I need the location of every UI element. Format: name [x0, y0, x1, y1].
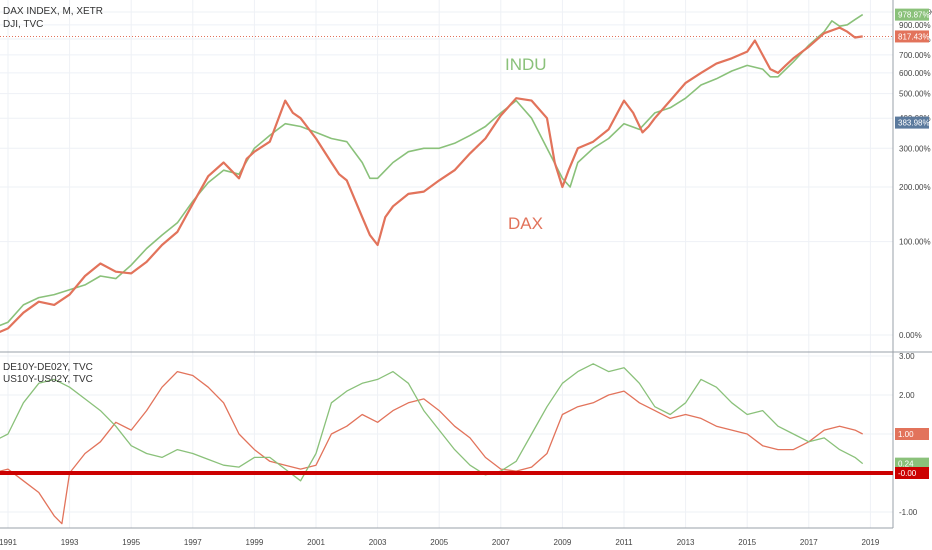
badge-us-text: 0.24: [898, 460, 914, 469]
x-tick-label: 2009: [554, 538, 572, 547]
legend-dax: DAX INDEX, M, XETR: [3, 6, 103, 17]
legend-us-spread: US10Y-US02Y, TVC: [3, 374, 93, 385]
annotation-dax: DAX: [508, 214, 543, 233]
x-tick-label: 2005: [430, 538, 448, 547]
pane-divider: [0, 0, 932, 529]
y-tick-label: 300.00%: [899, 144, 931, 153]
y-tick-label: 700.00%: [899, 51, 931, 60]
annotation-indu: INDU: [505, 55, 547, 74]
x-tick-label: 2001: [307, 538, 325, 547]
x-tick-label: 1997: [184, 538, 202, 547]
y-tick-label: 3.00: [899, 352, 915, 361]
x-tick-label: 1991: [0, 538, 17, 547]
x-tick-label: 2015: [738, 538, 756, 547]
x-tick-label: 1999: [246, 538, 264, 547]
badge-zero-text: -0.00: [898, 469, 917, 478]
badge-dax: [895, 30, 929, 43]
badge-zero: [895, 467, 929, 479]
badge-dax-text: 817.43%: [898, 32, 930, 41]
y-tick-label: 100.00%: [899, 238, 931, 247]
y-tick-label: 200.00%: [899, 183, 931, 192]
y-tick-label: 900.00%: [899, 21, 931, 30]
badge-indu: [895, 8, 929, 21]
legend-de-spread: DE10Y-DE02Y, TVC: [3, 362, 93, 373]
x-tick-label: 2003: [369, 538, 387, 547]
x-tick-label: 1995: [122, 538, 140, 547]
badge-indu-text: 978.87%: [898, 11, 930, 20]
y-tick-label: 500.00%: [899, 90, 931, 99]
series-line: [0, 370, 863, 525]
legend-dji: DJI, TVC: [3, 19, 43, 30]
y-tick-label: 0.00%: [899, 331, 922, 340]
series-line: [0, 363, 864, 482]
y-tick-label: 600.00%: [899, 69, 931, 78]
y-tick-label: 2.00: [899, 391, 915, 400]
upper-pane: [0, 13, 864, 334]
series-line: [0, 26, 863, 334]
badge-blue: [895, 116, 929, 129]
grid: [0, 0, 893, 528]
x-tick-label: 2013: [677, 538, 695, 547]
badge-de-text: 1.00: [898, 430, 914, 439]
x-tick-label: 2007: [492, 538, 510, 547]
badge-us: [895, 457, 929, 470]
y-tick-label: -1.00: [899, 508, 918, 517]
series-line: [0, 13, 864, 327]
lower-pane: [0, 363, 893, 525]
x-tick-label: 2019: [862, 538, 880, 547]
x-tick-label: 1993: [61, 538, 79, 547]
badge-blue-text: 383.98%: [898, 119, 930, 128]
x-tick-label: 2017: [800, 538, 818, 547]
badge-de: [895, 428, 929, 440]
x-tick-label: 2011: [615, 538, 633, 547]
axes: 1991 1993 1995 1997 1999 2001 2003 2005 2007 2009…: [0, 8, 932, 547]
